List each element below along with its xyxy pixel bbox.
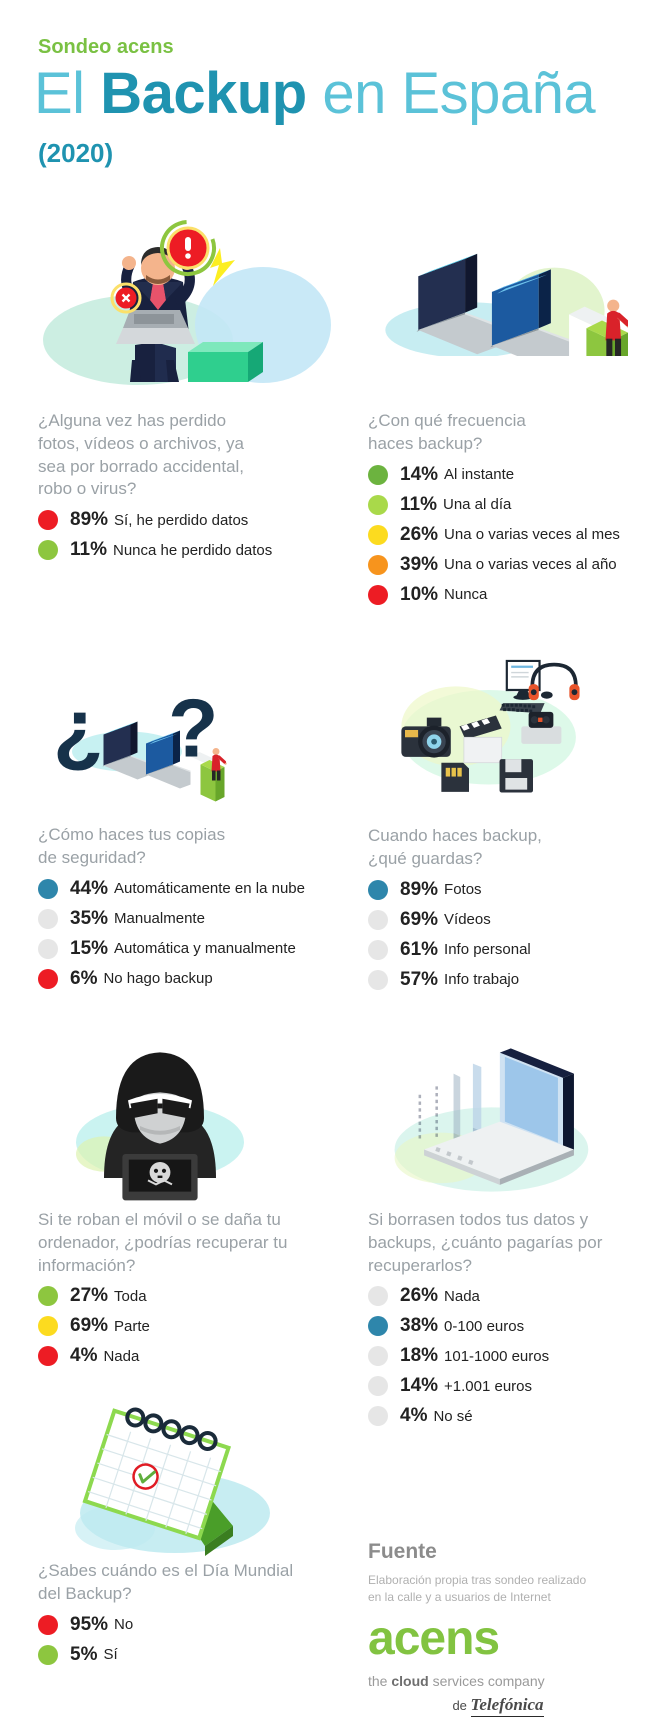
svg-text:?: ? [168,683,218,775]
svg-text:acens: acens [368,1614,499,1664]
svg-text:¿: ¿ [53,683,103,775]
